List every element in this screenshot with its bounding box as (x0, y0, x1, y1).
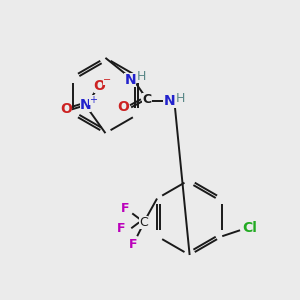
Text: N: N (124, 73, 136, 87)
Text: F: F (117, 222, 126, 235)
Text: C: C (142, 93, 152, 106)
Text: +: + (88, 95, 97, 106)
Text: O: O (60, 102, 72, 116)
Text: N: N (164, 94, 176, 109)
Text: H: H (136, 70, 146, 83)
Text: N: N (80, 98, 92, 112)
Text: F: F (121, 202, 130, 215)
Text: Cl: Cl (242, 221, 257, 235)
Text: −: − (103, 75, 112, 85)
Text: O: O (117, 100, 129, 114)
Text: H: H (176, 92, 185, 105)
Text: F: F (129, 238, 137, 250)
Text: C: C (139, 216, 148, 229)
Text: O: O (94, 79, 105, 93)
